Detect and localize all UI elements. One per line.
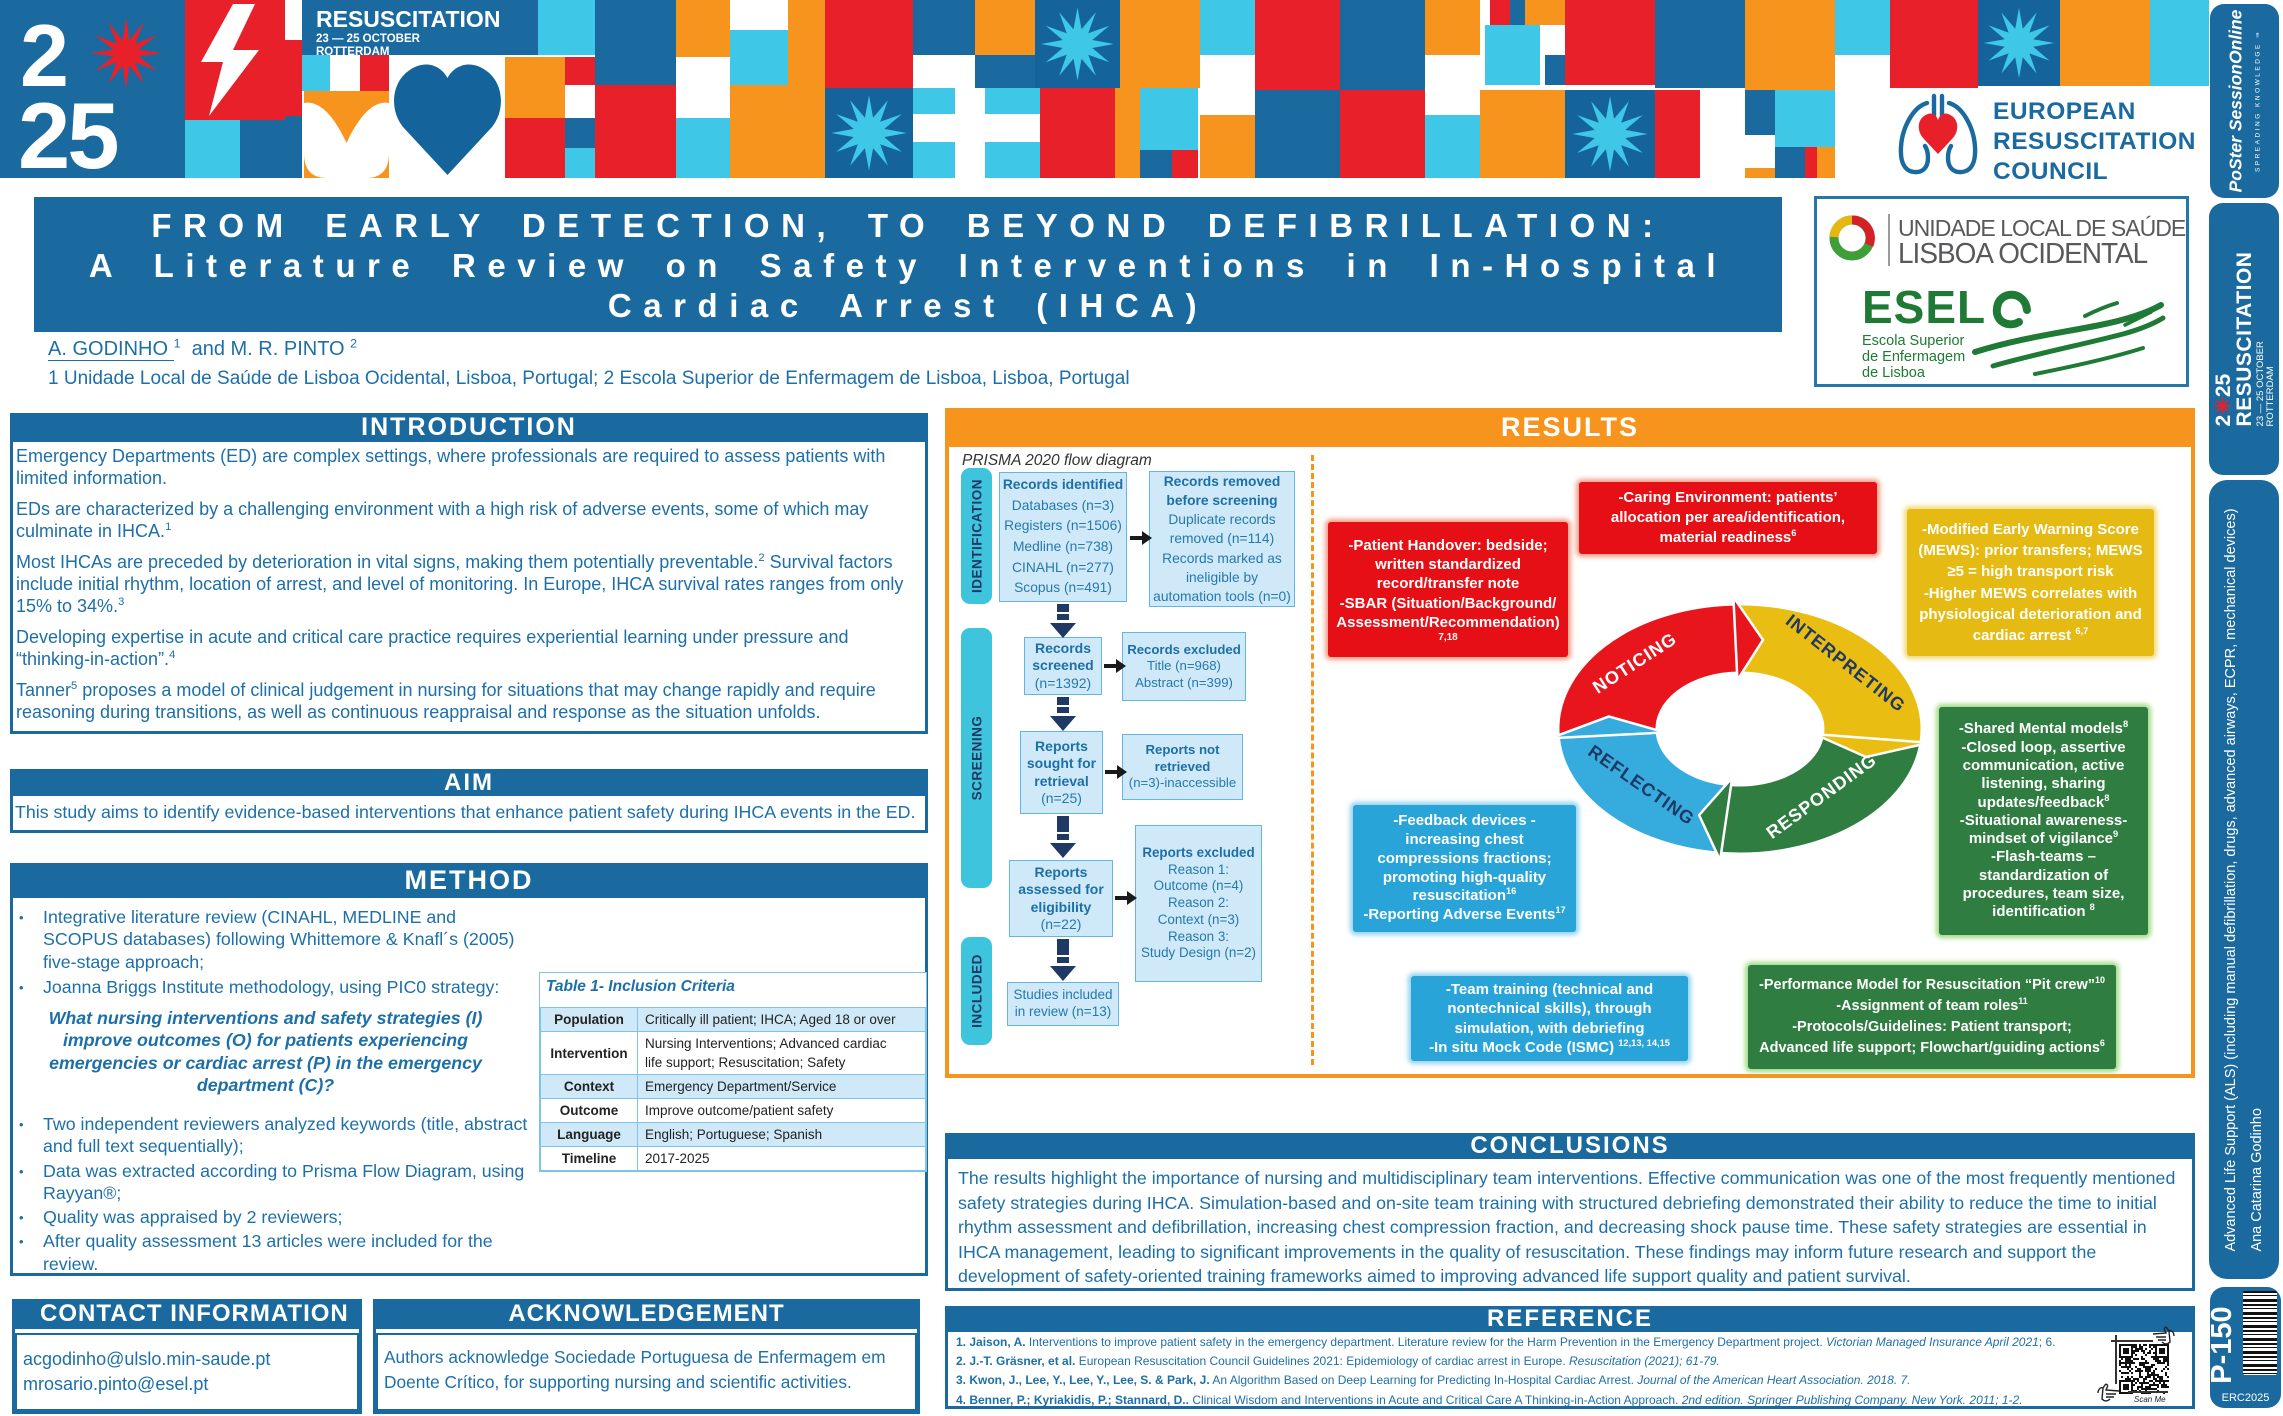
svg-text:25: 25 xyxy=(18,83,117,178)
svg-text:2: 2 xyxy=(20,6,69,105)
